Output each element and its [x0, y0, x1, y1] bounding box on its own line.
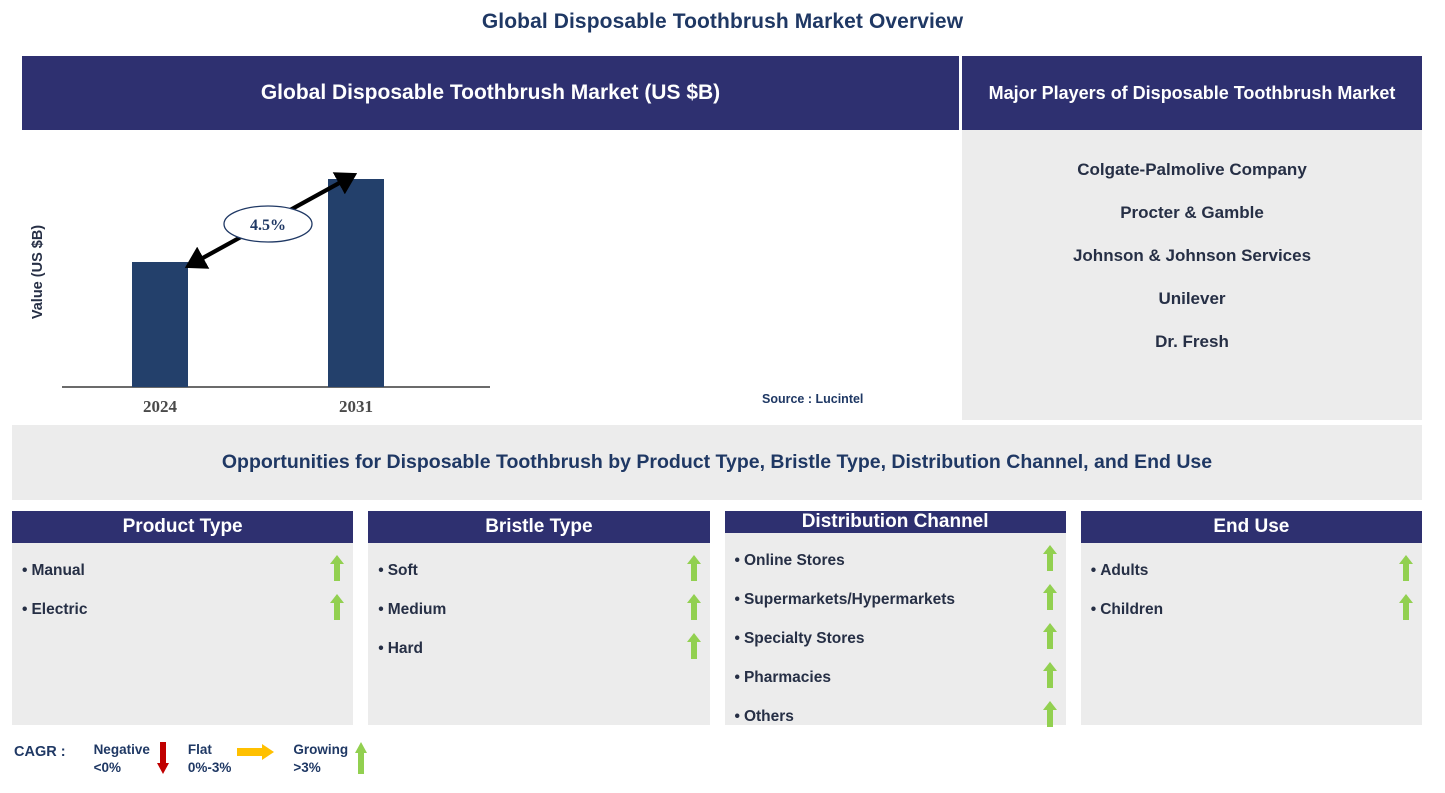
cagr-callout-label: 4.5%: [250, 217, 286, 234]
arrow-up-green-icon: [354, 741, 368, 779]
arrow-up-green-icon: [1042, 545, 1058, 576]
x-tick-2024: 2024: [143, 397, 178, 416]
bullet-icon: •: [22, 561, 28, 579]
list-item: • Electric: [22, 594, 345, 625]
column-body-bristle-type: • Soft • Medium • Hard: [368, 543, 709, 725]
arrow-right-orange-icon: [237, 741, 275, 767]
cagr-legend: CAGR : Negative <0% Flat 0%-3% Growing >3%: [14, 741, 386, 779]
list-item: • Supermarkets/Hypermarkets: [735, 584, 1058, 615]
cagr-callout-ellipse: [223, 205, 313, 243]
list-item: Procter & Gamble: [1120, 202, 1264, 222]
opportunity-label: • Online Stores: [734, 551, 845, 569]
column-title: Bristle Type: [485, 516, 593, 537]
list-item: Johnson & Johnson Services: [1072, 245, 1312, 265]
opportunity-label: • Pharmacies: [734, 668, 831, 686]
bullet-icon: •: [734, 629, 740, 647]
list-item: • Online Stores: [735, 545, 1058, 576]
opportunity-label: • Children: [1090, 600, 1164, 618]
arrow-up-green-icon: [1042, 623, 1058, 654]
column-body-distribution-channel: • Online Stores • Supermarkets/Hypermarket…: [725, 533, 1066, 740]
bullet-icon: •: [734, 590, 740, 608]
list-item: • Soft: [378, 555, 701, 586]
opportunity-label: • Others: [734, 707, 794, 725]
arrow-up-green-icon: [329, 594, 345, 625]
opportunity-label: • Hard: [378, 639, 424, 657]
list-item: • Specialty Stores: [735, 623, 1058, 654]
opportunity-label: • Soft: [378, 561, 418, 579]
arrow-up-green-icon: [1398, 594, 1414, 625]
arrow-up-green-icon: [1042, 701, 1058, 732]
column-header-distribution-channel: Distribution Channel: [724, 511, 1066, 533]
bar-2031: [328, 179, 384, 387]
column-product-type: Product Type • Manual • Electric: [12, 511, 354, 725]
major-players-title: Major Players of Disposable Toothbrush M…: [988, 82, 1396, 103]
opportunity-label: • Electric: [22, 600, 88, 618]
page-title: Global Disposable Toothbrush Market Over…: [481, 10, 964, 33]
opportunities-banner: Opportunities for Disposable Toothbrush …: [12, 425, 1422, 500]
column-end-use: End Use • Adults • Children: [1080, 511, 1422, 725]
bullet-icon: •: [1090, 561, 1097, 579]
bullet-icon: •: [734, 707, 740, 725]
column-title: Distribution Channel: [801, 511, 989, 532]
bullet-icon: •: [22, 600, 28, 618]
chart-source-label: Source : Lucintel: [762, 392, 864, 406]
major-players-list: Colgate-Palmolive Company Procter & Gamb…: [962, 130, 1422, 363]
opportunity-label: • Specialty Stores: [734, 629, 865, 647]
list-item: • Manual: [22, 555, 345, 586]
column-bristle-type: Bristle Type • Soft • Medium • Hard: [368, 511, 710, 725]
legend-growing-text: Growing >3%: [293, 742, 349, 775]
chart-banner: Global Disposable Toothbrush Market (US …: [22, 56, 959, 130]
arrow-up-green-icon: [1398, 555, 1414, 586]
bullet-icon: •: [378, 600, 384, 618]
opportunity-label: • Manual: [22, 561, 85, 579]
column-header-end-use: End Use: [1080, 511, 1422, 543]
list-item: Dr. Fresh: [1155, 331, 1229, 351]
column-title: End Use: [1213, 516, 1290, 537]
major-players-panel: Major Players of Disposable Toothbrush M…: [962, 56, 1422, 420]
arrow-up-green-icon: [1042, 662, 1058, 693]
arrow-up-green-icon: [329, 555, 345, 586]
chart-banner-title: Global Disposable Toothbrush Market (US …: [260, 81, 721, 104]
opportunity-label: • Supermarkets/Hypermarkets: [734, 590, 956, 608]
arrow-up-green-icon: [686, 594, 702, 625]
list-item: • Adults: [1091, 555, 1414, 586]
major-players-header: Major Players of Disposable Toothbrush M…: [962, 56, 1422, 130]
opportunity-columns: Product Type • Manual • Electric Bristle T…: [12, 511, 1422, 727]
legend-item-flat: Flat 0%-3%: [188, 741, 284, 777]
arrow-up-green-icon: [686, 555, 702, 586]
arrow-up-green-icon: [686, 633, 702, 664]
bullet-icon: •: [734, 551, 740, 569]
column-header-product-type: Product Type: [12, 511, 354, 543]
opportunities-title: Opportunities for Disposable Toothbrush …: [221, 451, 1213, 473]
y-axis-label: Value (US $B): [30, 225, 46, 319]
opportunity-label: • Adults: [1090, 561, 1149, 579]
x-tick-2031: 2031: [339, 397, 373, 416]
legend-negative-text: Negative <0%: [93, 742, 150, 775]
list-item: • Children: [1091, 594, 1414, 625]
market-bar-chart: Value (US $B) 2024 2031 4.5%: [22, 132, 959, 420]
bullet-icon: •: [1090, 600, 1097, 618]
column-distribution-channel: Distribution Channel • Online Stores • Sup…: [724, 511, 1066, 727]
list-item: • Others: [735, 701, 1058, 732]
column-body-product-type: • Manual • Electric: [12, 543, 353, 725]
legend-flat-text: Flat 0%-3%: [187, 742, 232, 775]
bullet-icon: •: [378, 561, 384, 579]
bar-2024: [132, 262, 188, 387]
list-item: • Medium: [378, 594, 701, 625]
cagr-legend-title: CAGR :: [14, 744, 66, 760]
column-title: Product Type: [122, 516, 243, 537]
list-item: • Pharmacies: [735, 662, 1058, 693]
list-item: Unilever: [1158, 288, 1226, 308]
list-item: • Hard: [378, 633, 701, 664]
arrow-down-red-icon: [156, 741, 170, 779]
legend-item-growing: Growing >3%: [293, 741, 376, 779]
column-body-end-use: • Adults • Children: [1081, 543, 1422, 725]
opportunity-label: • Medium: [378, 600, 447, 618]
bullet-icon: •: [378, 639, 384, 657]
arrow-up-green-icon: [1042, 584, 1058, 615]
bullet-icon: •: [734, 668, 740, 686]
list-item: Colgate-Palmolive Company: [1077, 159, 1307, 179]
column-header-bristle-type: Bristle Type: [368, 511, 710, 543]
legend-item-negative: Negative <0%: [94, 741, 178, 779]
